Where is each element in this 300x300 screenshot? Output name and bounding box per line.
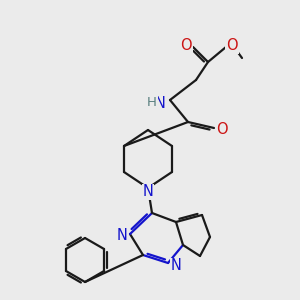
Text: O: O [216,122,228,136]
Text: O: O [226,38,238,53]
Text: N: N [154,95,165,110]
Text: O: O [180,38,192,53]
Text: N: N [142,184,153,200]
Text: N: N [117,227,128,242]
Text: H: H [147,97,157,110]
Text: N: N [171,259,182,274]
